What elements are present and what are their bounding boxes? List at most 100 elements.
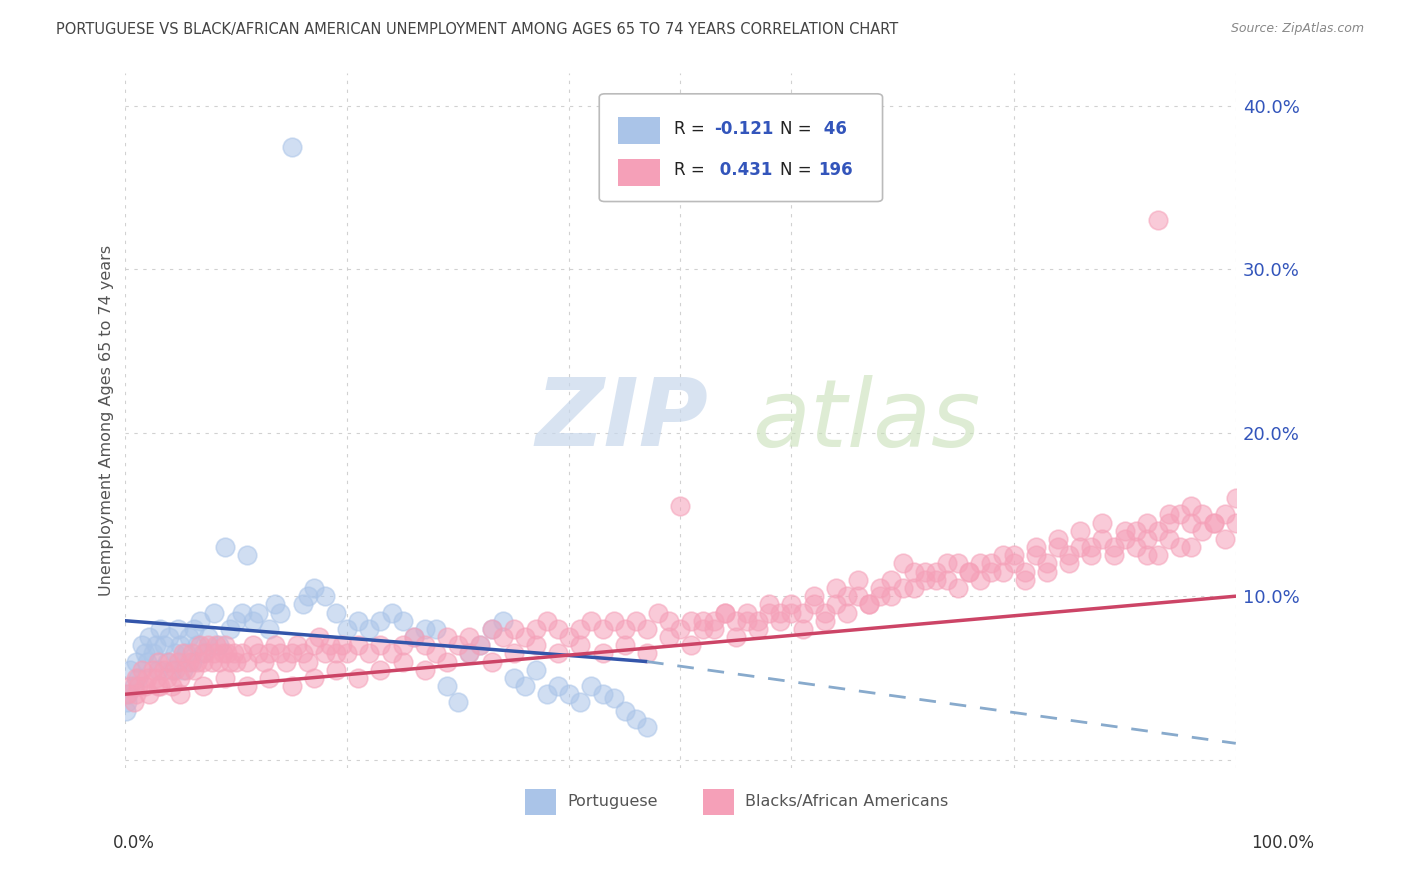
Point bbox=[692, 622, 714, 636]
Point bbox=[581, 614, 603, 628]
Point bbox=[1225, 516, 1247, 530]
Point bbox=[1002, 549, 1025, 563]
Point bbox=[183, 663, 205, 677]
Point bbox=[380, 606, 402, 620]
Point bbox=[269, 647, 291, 661]
Point bbox=[183, 622, 205, 636]
Point bbox=[858, 598, 880, 612]
Text: -0.121: -0.121 bbox=[714, 120, 773, 137]
Point bbox=[1191, 508, 1213, 522]
Point bbox=[197, 630, 219, 644]
Point bbox=[214, 671, 236, 685]
Point bbox=[936, 557, 959, 571]
Point bbox=[1191, 524, 1213, 538]
Point bbox=[152, 663, 174, 677]
Point bbox=[980, 565, 1002, 579]
Point bbox=[186, 638, 208, 652]
Point bbox=[647, 606, 669, 620]
Point bbox=[780, 606, 803, 620]
Point bbox=[149, 622, 172, 636]
Point bbox=[391, 655, 413, 669]
Point bbox=[735, 606, 758, 620]
FancyBboxPatch shape bbox=[619, 118, 661, 144]
Point bbox=[370, 663, 392, 677]
Point bbox=[703, 614, 725, 628]
Point bbox=[536, 614, 558, 628]
Point bbox=[208, 655, 231, 669]
Point bbox=[914, 573, 936, 587]
Point bbox=[145, 671, 167, 685]
Point bbox=[297, 655, 319, 669]
Text: ZIP: ZIP bbox=[536, 375, 709, 467]
Point bbox=[179, 655, 201, 669]
Point bbox=[458, 647, 481, 661]
Point bbox=[179, 630, 201, 644]
Point bbox=[231, 606, 253, 620]
Point bbox=[347, 671, 370, 685]
Point bbox=[1213, 532, 1236, 546]
Point bbox=[1225, 491, 1247, 505]
Point bbox=[167, 622, 190, 636]
Point bbox=[502, 647, 524, 661]
Point bbox=[1147, 213, 1170, 227]
Point bbox=[120, 679, 142, 693]
Point bbox=[186, 655, 208, 669]
Point bbox=[225, 655, 247, 669]
Point bbox=[925, 565, 948, 579]
Point bbox=[127, 671, 149, 685]
Point bbox=[136, 655, 159, 669]
Point bbox=[524, 663, 547, 677]
Point bbox=[957, 565, 980, 579]
Point bbox=[780, 598, 803, 612]
Point bbox=[297, 589, 319, 603]
Point bbox=[1036, 565, 1059, 579]
Text: PORTUGUESE VS BLACK/AFRICAN AMERICAN UNEMPLOYMENT AMONG AGES 65 TO 74 YEARS CORR: PORTUGUESE VS BLACK/AFRICAN AMERICAN UNE… bbox=[56, 22, 898, 37]
Point bbox=[1014, 565, 1036, 579]
Point bbox=[134, 679, 156, 693]
Point bbox=[280, 679, 302, 693]
Point bbox=[208, 638, 231, 652]
Point bbox=[1180, 500, 1202, 514]
Point bbox=[413, 622, 436, 636]
Point bbox=[308, 630, 330, 644]
Point bbox=[163, 663, 186, 677]
Point bbox=[925, 573, 948, 587]
Point bbox=[613, 622, 636, 636]
Point bbox=[602, 614, 624, 628]
Point bbox=[1180, 540, 1202, 554]
Point bbox=[425, 647, 447, 661]
Point bbox=[524, 622, 547, 636]
Point bbox=[202, 606, 225, 620]
Point bbox=[156, 671, 179, 685]
Point bbox=[903, 565, 925, 579]
Point bbox=[957, 565, 980, 579]
Point bbox=[1102, 549, 1125, 563]
Point bbox=[1069, 524, 1091, 538]
Point bbox=[513, 679, 536, 693]
Point bbox=[1213, 508, 1236, 522]
Point bbox=[1159, 508, 1181, 522]
Point bbox=[1136, 532, 1159, 546]
Point bbox=[1025, 549, 1047, 563]
Point bbox=[222, 647, 245, 661]
Point bbox=[117, 687, 139, 701]
Point bbox=[115, 696, 138, 710]
Point bbox=[174, 647, 197, 661]
Point bbox=[259, 671, 281, 685]
Point bbox=[1014, 573, 1036, 587]
Point bbox=[969, 573, 991, 587]
Point bbox=[758, 598, 780, 612]
Point bbox=[769, 606, 792, 620]
Point bbox=[1168, 540, 1191, 554]
Text: atlas: atlas bbox=[752, 375, 981, 466]
Point bbox=[747, 622, 769, 636]
Point bbox=[980, 557, 1002, 571]
Point bbox=[558, 687, 581, 701]
Point bbox=[624, 614, 647, 628]
Point bbox=[681, 614, 703, 628]
Point bbox=[174, 663, 197, 677]
Point bbox=[747, 614, 769, 628]
Point bbox=[1202, 516, 1225, 530]
Point bbox=[681, 638, 703, 652]
Point bbox=[470, 638, 492, 652]
